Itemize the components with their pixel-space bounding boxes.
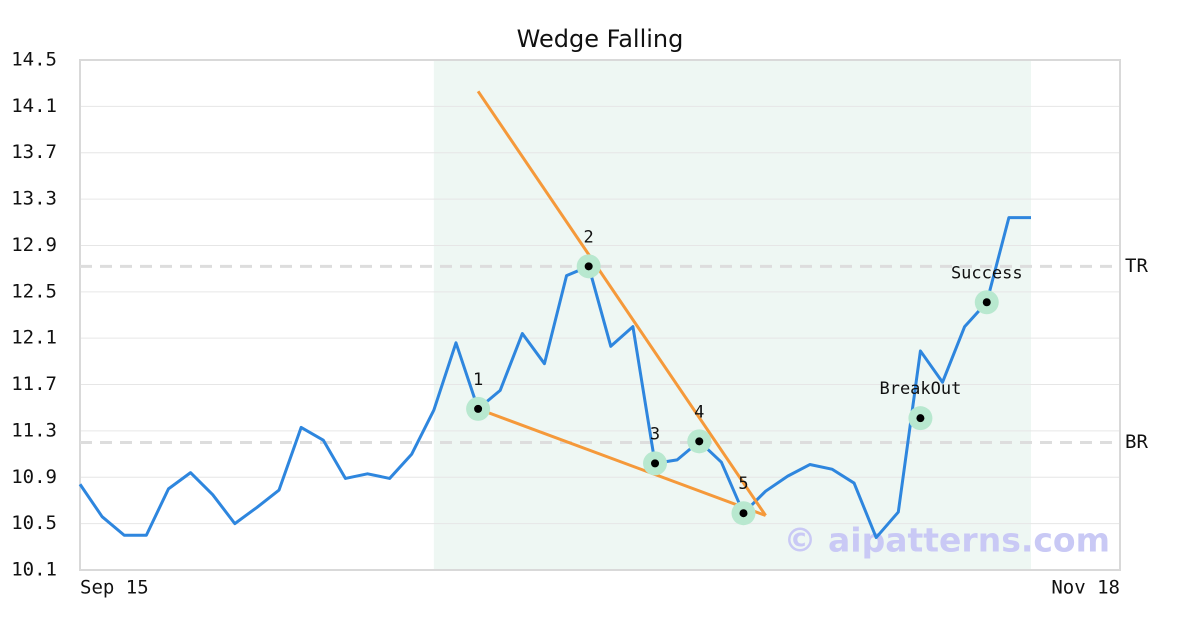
plot-border xyxy=(79,59,1121,571)
y-tick-label: 10.1 xyxy=(11,559,57,581)
pattern-label: 3 xyxy=(650,424,660,444)
pattern-dot xyxy=(584,262,593,271)
pattern-label: 1 xyxy=(473,370,483,390)
pattern-label: 5 xyxy=(738,474,748,494)
data-line xyxy=(78,216,1031,540)
y-tick-label: 11.3 xyxy=(11,419,57,441)
pattern-label: 2 xyxy=(584,227,594,247)
trendline xyxy=(476,90,767,517)
y-tick-label: 12.9 xyxy=(11,234,57,256)
pattern-dot xyxy=(474,404,483,413)
pattern-dot xyxy=(695,437,704,446)
highlight-region xyxy=(433,60,1031,570)
pattern-dot xyxy=(982,298,991,307)
pattern-label: Success xyxy=(951,263,1023,283)
y-tick-label: 10.5 xyxy=(11,512,57,534)
pattern-dot xyxy=(739,509,748,518)
y-tick-label: 14.1 xyxy=(11,95,57,117)
x-tick-label: Nov 18 xyxy=(1051,577,1120,599)
trendline xyxy=(477,407,767,517)
y-tick-label: 11.7 xyxy=(11,373,57,395)
x-tick-label: Sep 15 xyxy=(80,577,149,599)
watermark: © aipatterns.com xyxy=(784,521,1110,560)
pattern-dot xyxy=(916,414,925,423)
y-tick-label: 13.7 xyxy=(11,141,57,163)
y-tick-label: 12.5 xyxy=(11,280,57,302)
level-label: BR xyxy=(1125,431,1148,453)
level-label: TR xyxy=(1125,255,1148,277)
y-tick-label: 14.5 xyxy=(11,49,57,71)
y-tick-label: 10.9 xyxy=(11,466,57,488)
pattern-dot xyxy=(651,459,660,468)
chart-title: Wedge Falling xyxy=(517,25,684,53)
y-tick-label: 12.1 xyxy=(11,327,57,349)
y-tick-label: 13.3 xyxy=(11,188,57,210)
pattern-label: 4 xyxy=(694,402,704,422)
pattern-label: BreakOut xyxy=(879,379,961,399)
